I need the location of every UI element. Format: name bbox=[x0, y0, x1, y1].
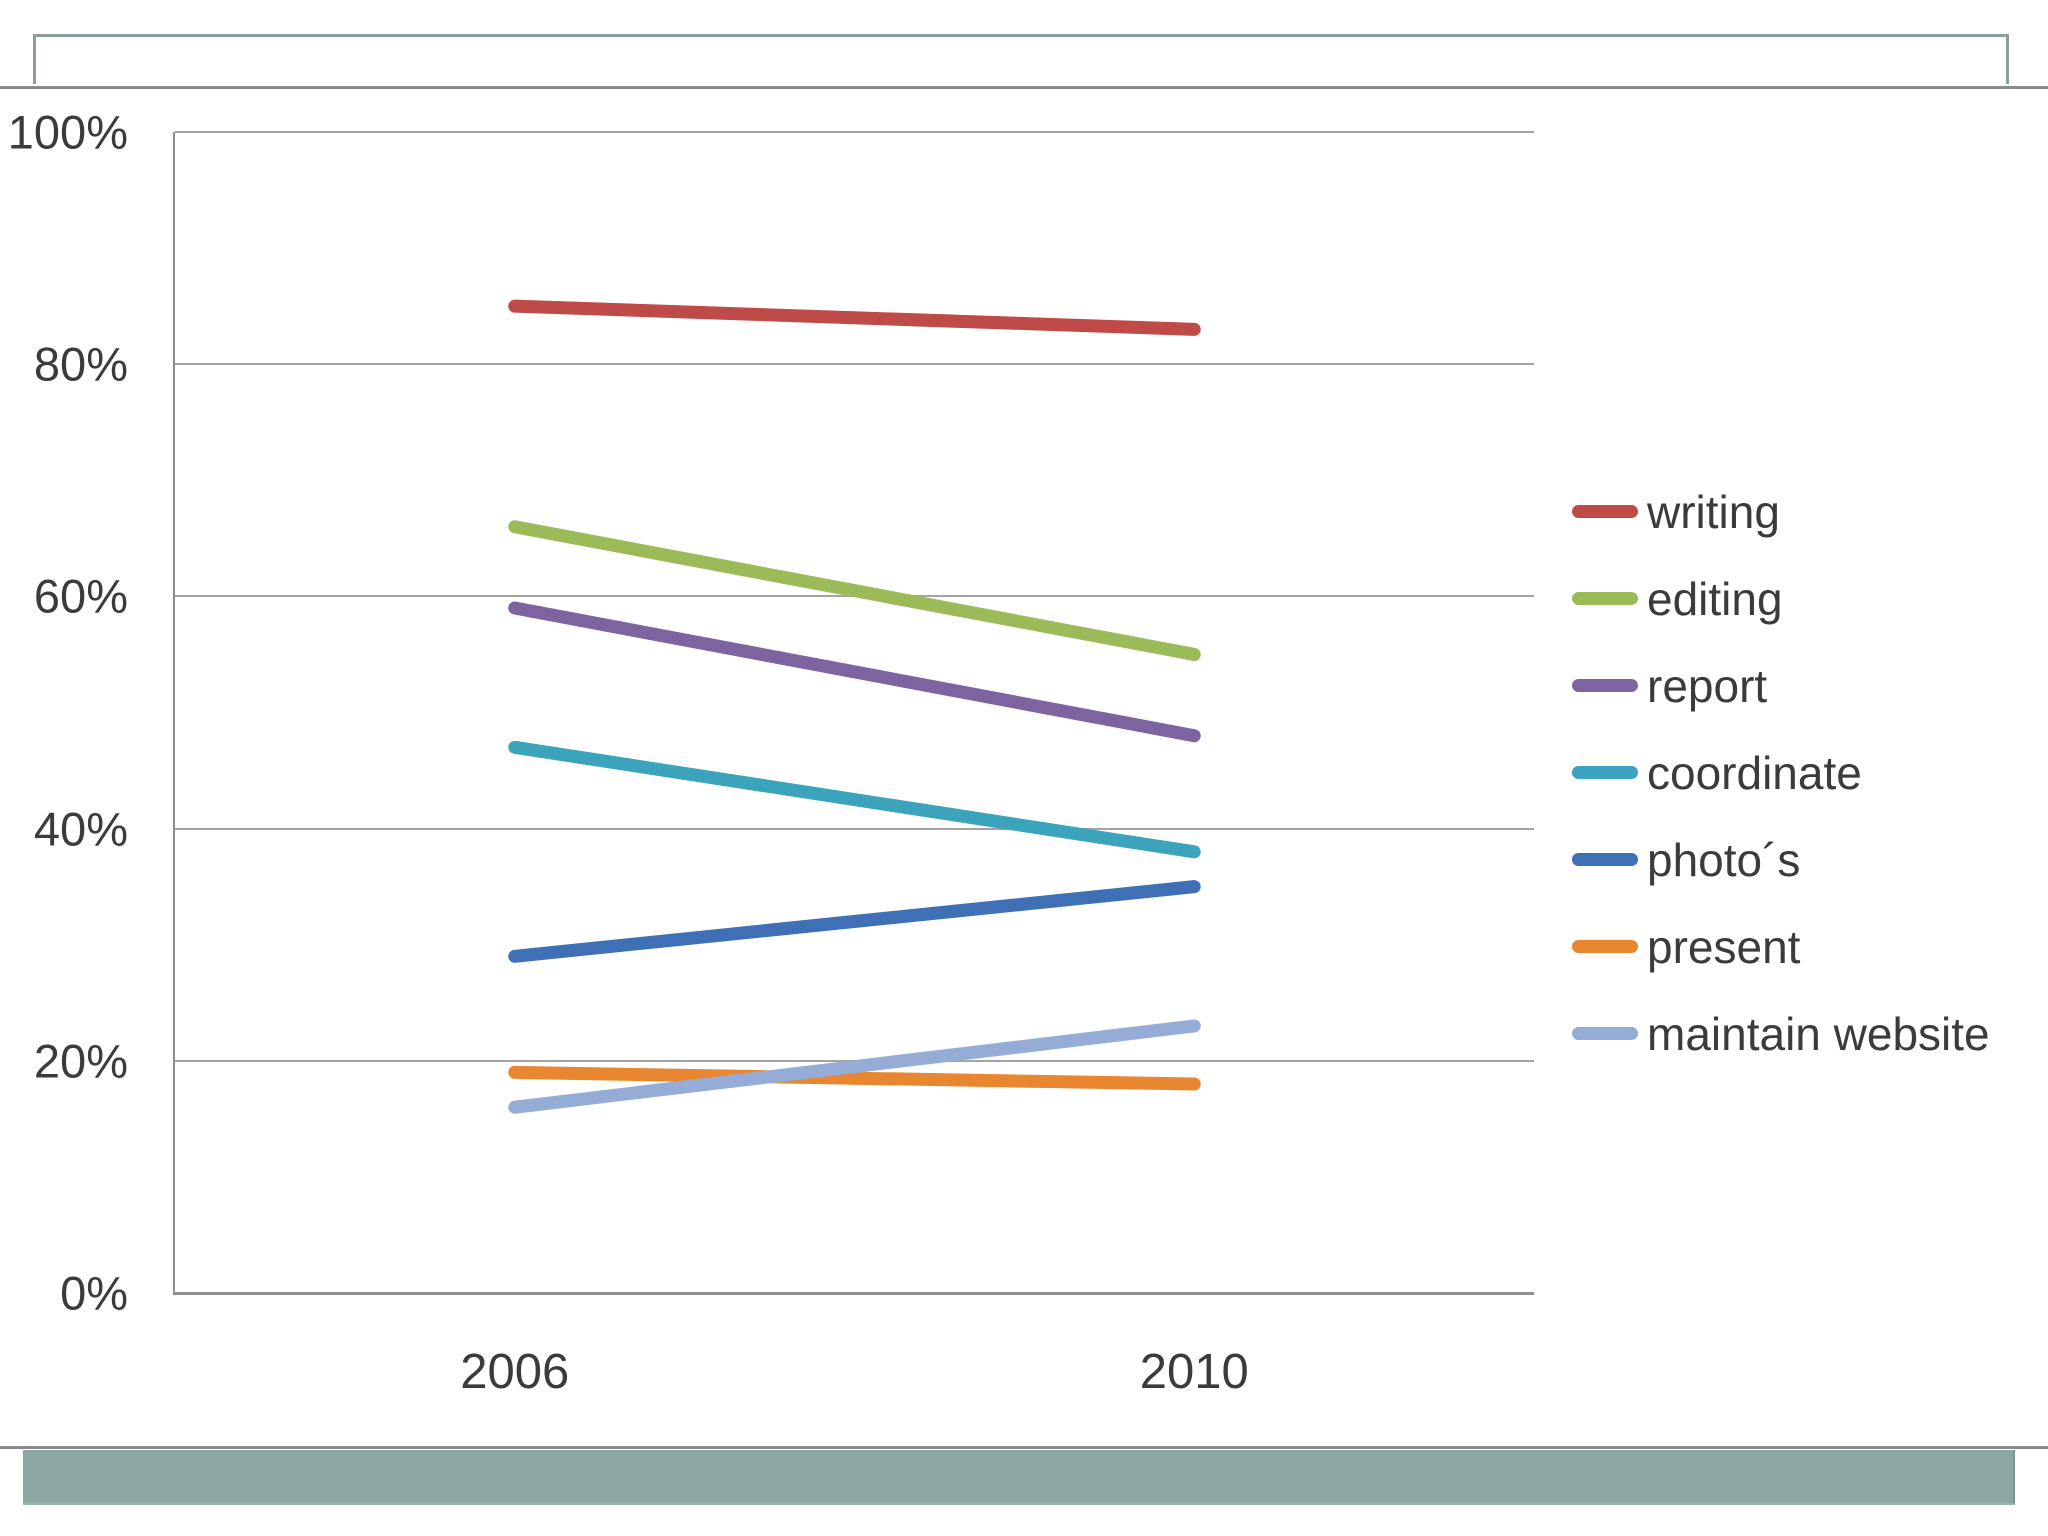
y-axis-tick-label: 20% bbox=[33, 1034, 128, 1088]
legend-label: coordinate bbox=[1647, 746, 1862, 799]
x-axis-line bbox=[175, 1292, 1534, 1295]
legend-label: editing bbox=[1647, 572, 1783, 625]
legend-marker-icon bbox=[1572, 679, 1638, 692]
gridline bbox=[175, 363, 1534, 366]
series-line-writing bbox=[508, 299, 1201, 336]
series-line-editing bbox=[508, 520, 1201, 661]
series-line-coordinate bbox=[508, 740, 1201, 859]
legend-item: editing bbox=[1572, 555, 1990, 642]
legend-item: report bbox=[1572, 642, 1990, 729]
legend-label: writing bbox=[1647, 485, 1780, 538]
series-line-present bbox=[508, 1065, 1201, 1091]
legend-label: present bbox=[1647, 920, 1801, 973]
legend-label: photo´s bbox=[1647, 833, 1801, 886]
title-placeholder bbox=[33, 34, 2009, 84]
gridline bbox=[175, 827, 1534, 830]
legend-label: report bbox=[1647, 659, 1768, 712]
y-axis-tick-label: 80% bbox=[33, 337, 128, 391]
y-axis-tick-label: 100% bbox=[7, 105, 128, 159]
x-axis-tick-label: 2010 bbox=[1139, 1345, 1249, 1399]
legend-item: present bbox=[1572, 903, 1990, 990]
y-axis-tick-label: 60% bbox=[33, 569, 128, 623]
series-line-report bbox=[508, 601, 1201, 743]
legend-marker-icon bbox=[1572, 940, 1638, 953]
legend-marker-icon bbox=[1572, 853, 1638, 866]
legend-marker-icon bbox=[1572, 505, 1638, 518]
legend-item: coordinate bbox=[1572, 729, 1990, 816]
legend-marker-icon bbox=[1572, 766, 1638, 779]
top-divider-line bbox=[0, 86, 2048, 89]
y-axis-line bbox=[173, 132, 175, 1295]
legend-label: maintain website bbox=[1647, 1007, 1990, 1060]
series-line-maintain-website bbox=[508, 1019, 1201, 1114]
series-line-photo-s bbox=[508, 880, 1201, 963]
plot-area bbox=[175, 131, 1534, 1295]
series-lines-layer bbox=[508, 299, 1201, 1114]
legend-item: maintain website bbox=[1572, 990, 1990, 1077]
footer-accent-bar bbox=[23, 1450, 2015, 1505]
bottom-divider-line bbox=[0, 1446, 2048, 1449]
legend-marker-icon bbox=[1572, 1027, 1638, 1040]
legend-item: photo´s bbox=[1572, 816, 1990, 903]
x-axis-tick-label: 2006 bbox=[460, 1345, 570, 1399]
legend-item: writing bbox=[1572, 468, 1990, 555]
y-axis-tick-label: 0% bbox=[60, 1266, 128, 1320]
gridline bbox=[175, 131, 1534, 133]
chart-legend: writing editing report coordinate photo´s pre… bbox=[1572, 468, 1990, 1077]
y-axis-tick-label: 40% bbox=[33, 802, 128, 856]
legend-marker-icon bbox=[1572, 592, 1638, 605]
